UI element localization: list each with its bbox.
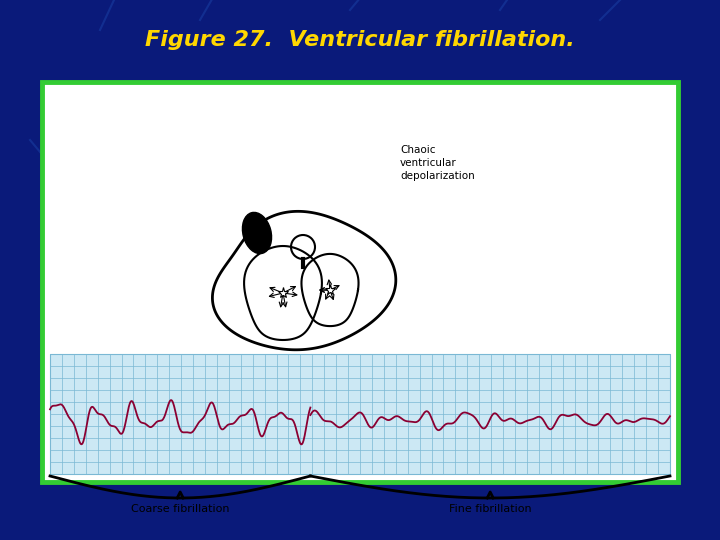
Text: Coarse fibrillation: Coarse fibrillation (131, 504, 230, 514)
Text: Chaoic
ventricular
depolarization: Chaoic ventricular depolarization (400, 145, 474, 181)
Ellipse shape (243, 212, 271, 254)
Text: Figure 27.  Ventricular fibrillation.: Figure 27. Ventricular fibrillation. (145, 30, 575, 50)
Bar (42, 82, 678, 482)
Text: Fine fibrillation: Fine fibrillation (449, 504, 531, 514)
Bar (50, 354, 670, 474)
Polygon shape (212, 211, 396, 350)
Circle shape (291, 235, 315, 259)
